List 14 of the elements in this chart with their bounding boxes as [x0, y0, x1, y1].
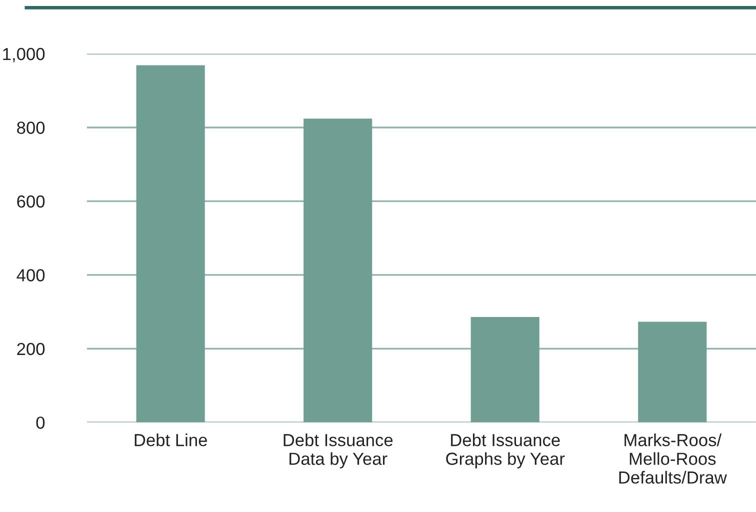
y-tick-label: 0	[36, 416, 45, 429]
bar	[304, 118, 372, 422]
y-tick-label: 600	[17, 195, 45, 208]
y-tick-label: 400	[16, 269, 45, 282]
y-tick-label: 1,000	[3, 48, 45, 62]
x-tick-label: Debt Line	[134, 434, 207, 446]
x-tick-label: Marks-Roos/ Mello-Roos Defaults/Draw	[619, 434, 727, 484]
bar	[638, 322, 707, 422]
x-tick-label: Debt Issuance Graphs by Year	[446, 434, 565, 468]
y-tick-label: 800	[17, 122, 45, 134]
bar	[470, 316, 540, 422]
y-tick-label: 200	[17, 342, 45, 356]
bar	[136, 65, 205, 422]
x-tick-label: Debt Issuance Data by Year	[284, 434, 393, 468]
